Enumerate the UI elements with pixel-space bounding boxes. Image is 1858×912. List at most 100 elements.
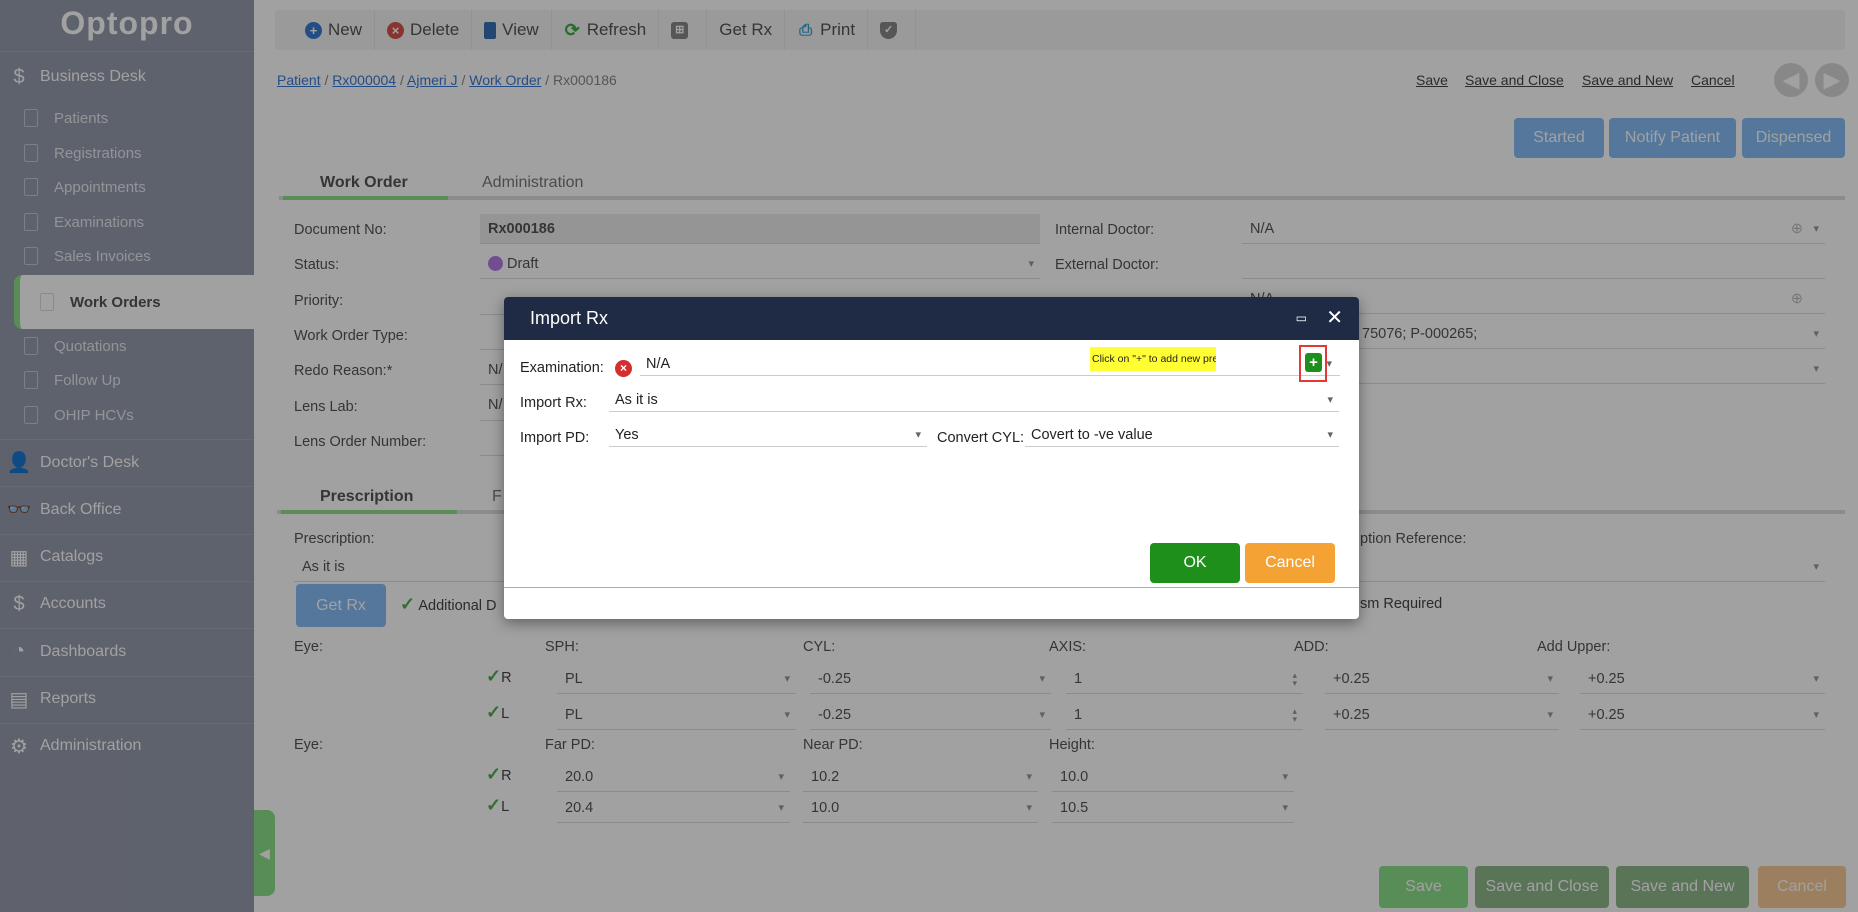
rx-value-select[interactable]: +0.25 xyxy=(1580,700,1825,730)
eye-checkbox-L[interactable]: ✓L xyxy=(486,702,510,722)
maximize-icon[interactable]: ▭ xyxy=(1295,311,1307,325)
shield-button[interactable]: ✓ xyxy=(868,10,917,50)
close-icon[interactable]: ✕ xyxy=(1326,307,1343,329)
sidebar-item-ohip-hcvs[interactable]: OHIP HCVs xyxy=(0,398,254,432)
sidebar-item-work-orders[interactable]: Work Orders xyxy=(14,275,254,329)
status-field[interactable]: Draft xyxy=(480,249,1040,280)
sidebar-section-reports[interactable]: ▤ Reports xyxy=(0,675,254,722)
previous-arrow-icon[interactable]: ◀ xyxy=(1774,63,1808,97)
tab-work-order[interactable]: Work Order xyxy=(320,174,408,191)
notify-patient-button[interactable]: Notify Patient xyxy=(1609,118,1736,158)
pd-value-select[interactable]: 10.2 xyxy=(803,762,1038,792)
tab-second[interactable]: F xyxy=(492,488,502,505)
document-icon xyxy=(40,293,54,311)
pd-value-select[interactable]: 10.0 xyxy=(803,793,1038,823)
collapse-sidebar-handle[interactable]: ◀ xyxy=(254,810,275,896)
get-rx-button[interactable]: Get Rx xyxy=(296,584,386,627)
document-icon xyxy=(24,109,38,127)
rx-value-select[interactable]: PL xyxy=(557,700,796,730)
sidebar-item-examinations[interactable]: Examinations xyxy=(0,205,254,239)
rx-value-select[interactable]: -0.25 xyxy=(810,700,1051,730)
pd-value-select[interactable]: 10.5 xyxy=(1052,793,1294,823)
column-header: ADD: xyxy=(1294,639,1329,655)
sidebar-section-accounts[interactable]: $ Accounts xyxy=(0,580,254,627)
grid-button[interactable]: ⊞ xyxy=(659,10,708,50)
pd-eye-checkbox-L[interactable]: ✓L xyxy=(486,795,510,815)
new-button[interactable]: + New xyxy=(293,10,376,50)
sidebar-section-administration[interactable]: ⚙ Administration xyxy=(0,722,254,769)
sidebar-item-appointments[interactable]: Appointments xyxy=(0,170,254,204)
external-doctor-input[interactable] xyxy=(1242,249,1825,279)
refresh-button[interactable]: ⟳ Refresh xyxy=(552,10,660,50)
additional-checkbox[interactable]: ✓ Additional D xyxy=(400,594,497,614)
cancel-button[interactable]: Cancel xyxy=(1245,543,1335,583)
document-no-label: Document No: xyxy=(294,222,387,238)
next-arrow-icon[interactable]: ▶ xyxy=(1815,63,1849,97)
started-button[interactable]: Started xyxy=(1514,118,1604,158)
row4-select[interactable]: 75076; P-000265; xyxy=(1242,319,1825,349)
sidebar-item-sales-invoices[interactable]: Sales Invoices xyxy=(0,239,254,273)
rx-value-select[interactable]: +0.25 xyxy=(1580,664,1825,694)
get-rx-button[interactable]: Get Rx xyxy=(707,10,786,50)
sidebar-section-business-desk[interactable]: $ Business Desk xyxy=(0,54,254,100)
footer-cancel-button[interactable]: Cancel xyxy=(1758,866,1846,908)
examination-select[interactable]: N/A ▾ xyxy=(640,352,1340,376)
footer-save-new-button[interactable]: Save and New xyxy=(1616,866,1749,908)
add-icon[interactable]: ⊕ xyxy=(1790,290,1803,307)
add-prescription-button[interactable]: + xyxy=(1305,353,1322,372)
breadcrumb-name[interactable]: Ajmeri J xyxy=(407,72,458,88)
eye-checkbox-R[interactable]: ✓R xyxy=(486,666,512,686)
sidebar-item-patients[interactable]: Patients xyxy=(0,101,254,135)
import-pd-select[interactable]: Yes xyxy=(609,423,927,447)
sidebar-item-follow-up[interactable]: Follow Up xyxy=(0,363,254,397)
sidebar-section-catalogs[interactable]: ▦ Catalogs xyxy=(0,533,254,580)
print-button[interactable]: ⎙ Print xyxy=(785,10,869,50)
prescription-reference-select[interactable] xyxy=(1300,552,1825,582)
ok-button[interactable]: OK xyxy=(1150,543,1240,583)
sidebar-section-doctor-s-desk[interactable]: 👤 Doctor's Desk xyxy=(0,439,254,485)
breadcrumb-patient[interactable]: Patient xyxy=(277,72,321,88)
breadcrumb-rx[interactable]: Rx000004 xyxy=(332,72,397,88)
pd-value-select[interactable]: 20.0 xyxy=(557,762,790,792)
print-icon: ⎙ xyxy=(799,21,813,39)
top-cancel-link[interactable]: Cancel xyxy=(1691,72,1735,88)
row5-select[interactable] xyxy=(1242,354,1825,384)
dispensed-button[interactable]: Dispensed xyxy=(1742,118,1845,158)
sidebar-item-quotations[interactable]: Quotations xyxy=(0,329,254,363)
convert-cyl-label: Convert CYL: xyxy=(937,430,1025,446)
lens-lab-label: Lens Lab: xyxy=(294,398,358,415)
dollar-icon: $ xyxy=(13,592,25,615)
footer-save-close-button[interactable]: Save and Close xyxy=(1475,866,1609,908)
sidebar-section-dashboards[interactable]: ◔ Dashboards xyxy=(0,628,254,674)
delete-button[interactable]: × Delete xyxy=(375,10,473,50)
tab-prescription[interactable]: Prescription xyxy=(320,488,414,505)
internal-doctor-select[interactable]: N/A ⊕ ▾ xyxy=(1242,214,1825,244)
footer-save-button[interactable]: Save xyxy=(1379,866,1468,908)
check-icon: ✓ xyxy=(486,666,502,686)
pd-value-select[interactable]: 20.4 xyxy=(557,793,790,823)
document-icon xyxy=(24,371,38,389)
rx-value-select[interactable]: -0.25 xyxy=(810,664,1051,694)
rx-value-select[interactable]: 1 ▴ ▾ xyxy=(1066,700,1303,730)
top-save-close-link[interactable]: Save and Close xyxy=(1465,72,1564,88)
redo-reason-label: Redo Reason:* xyxy=(294,363,393,380)
import-rx-select[interactable]: As it is xyxy=(609,388,1339,412)
view-button[interactable]: View xyxy=(472,10,552,50)
pd-eye-checkbox-R[interactable]: ✓R xyxy=(486,764,512,784)
top-save-link[interactable]: Save xyxy=(1416,72,1448,88)
admin-icon: ⚙ xyxy=(10,735,28,758)
top-save-new-link[interactable]: Save and New xyxy=(1582,72,1674,88)
sidebar-item-registrations[interactable]: Registrations xyxy=(0,136,254,170)
rx-value-select[interactable]: PL xyxy=(557,664,796,694)
rx-value-select[interactable]: +0.25 xyxy=(1325,700,1559,730)
column-header: SPH: xyxy=(545,639,579,655)
convert-cyl-select[interactable]: Covert to -ve value xyxy=(1025,423,1339,447)
rx-value-select[interactable]: +0.25 xyxy=(1325,664,1559,694)
sidebar-section-back-office[interactable]: 👓 Back Office xyxy=(0,486,254,532)
rx-value-select[interactable]: 1 ▴ ▾ xyxy=(1066,664,1303,694)
pd-value-select[interactable]: 10.0 xyxy=(1052,762,1294,792)
breadcrumb-work-order[interactable]: Work Order xyxy=(469,72,542,88)
add-icon[interactable]: ⊕ xyxy=(1790,220,1803,237)
tab-administration[interactable]: Administration xyxy=(482,174,584,191)
money-icon: $ xyxy=(13,65,25,88)
